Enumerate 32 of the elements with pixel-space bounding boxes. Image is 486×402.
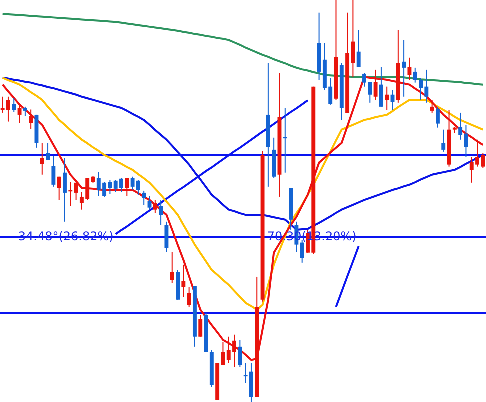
candlestick <box>385 86 390 111</box>
candlestick <box>52 155 56 188</box>
candlestick <box>379 66 384 108</box>
candlestick <box>40 142 44 176</box>
candlestick <box>187 286 192 308</box>
candlestick <box>413 67 418 84</box>
candlestick <box>153 200 158 214</box>
candlestick <box>402 40 406 98</box>
candlestick <box>12 98 16 113</box>
candlestick <box>74 182 78 201</box>
candlestick <box>182 264 186 298</box>
candlestick <box>68 182 73 207</box>
candlestick <box>29 109 34 130</box>
candlestick <box>142 190 146 206</box>
candlestick <box>436 106 440 128</box>
candlestick <box>164 221 169 253</box>
candlestick <box>46 142 50 160</box>
candlestick <box>148 196 152 210</box>
candlestick <box>159 200 164 226</box>
candlestick <box>57 176 62 201</box>
candlestick <box>442 129 446 152</box>
candlestick <box>170 252 174 284</box>
candlestick <box>198 314 203 338</box>
candlestick <box>283 108 288 174</box>
candlestick <box>430 100 434 114</box>
candlestick <box>238 340 242 368</box>
candlestick <box>356 30 361 68</box>
candlestick <box>408 57 412 80</box>
candlestick <box>18 104 22 124</box>
candlestick <box>125 178 130 197</box>
candlestick <box>63 157 67 222</box>
candlestick <box>23 106 28 117</box>
